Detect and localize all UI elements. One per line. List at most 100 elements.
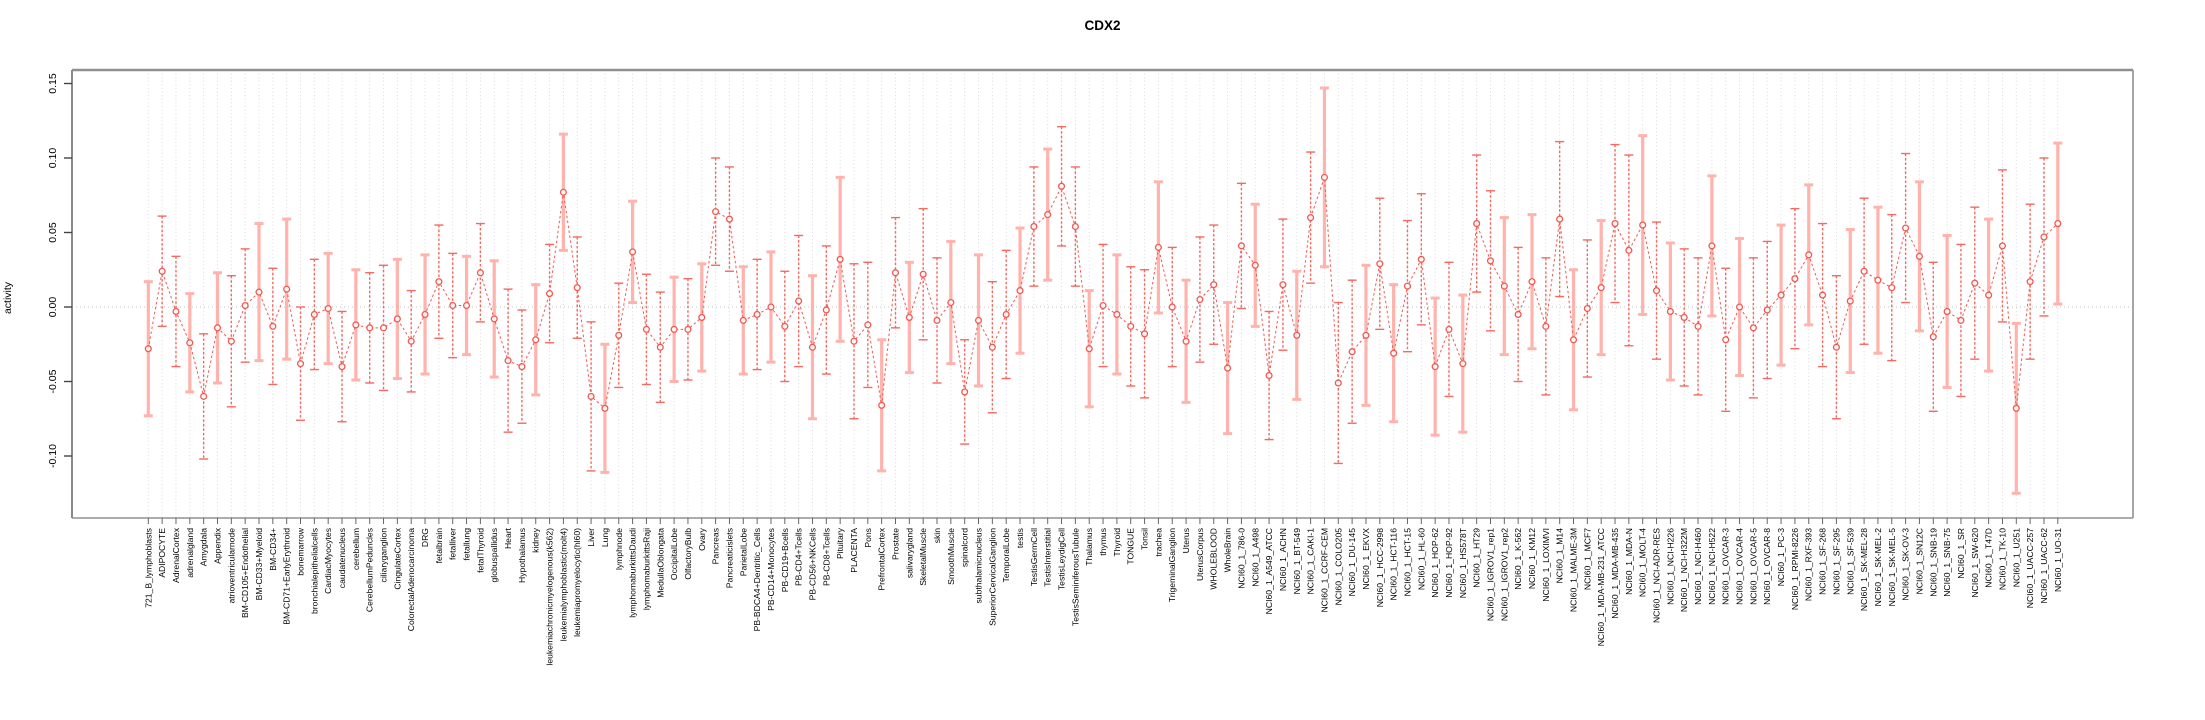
data-point [1694,322,1702,330]
x-tick-label: NCI60_1_SW-620 [1970,528,1980,598]
y-tick-label: 0.05 [47,222,59,243]
x-tick-label: NCI60_1_ACHN [1278,528,1288,591]
data-point [850,337,858,345]
data-point [1556,215,1564,223]
x-tick-label: Hypothalamus [517,528,527,583]
y-axis-title-text: activity [2,281,14,315]
data-point [352,321,360,329]
x-tick-label: NCI60_1_RXF-393 [1804,528,1814,601]
data-point [919,270,927,278]
x-tick-label: PLACENTA [849,528,859,573]
x-tick-label: NCI60_1_HT29 [1472,528,1482,588]
data-point [1763,306,1771,314]
x-tick-label: NCI60_1_LOXIMVI [1541,528,1551,602]
x-tick-label: NCI60_1_HCC-2998 [1375,528,1385,608]
data-point [1251,261,1259,269]
data-point [1210,281,1218,289]
data-point [1708,242,1716,250]
data-point [767,303,775,311]
data-point [836,255,844,263]
x-tick-label: ciliaryganglion [379,528,389,583]
data-point [1929,333,1937,341]
x-tick-label: NCI60_1_PC-3 [1776,528,1786,586]
data-point [2054,220,2062,228]
data-point [947,298,955,307]
x-tick-label: TestisInterstitial [1043,528,1053,587]
data-point [698,313,706,321]
x-tick-label: Prostate [890,528,900,560]
data-point [338,363,346,371]
x-tick-label: SkeletalMuscle [918,528,928,586]
data-point [1376,260,1384,268]
data-point [1819,291,1827,299]
x-tick-label: fetalbrain [434,528,444,564]
data-point [1846,297,1854,305]
data-point [1777,291,1785,299]
x-tick-label: BM-CD34+ [268,528,278,571]
x-tick-label: TemporalLobe [1001,528,1011,583]
x-tick-label: PB-CD19+Bcells [780,528,790,592]
data-point [573,284,581,292]
data-point [1915,252,1923,260]
data-point [2040,233,2048,241]
data-point [808,343,817,351]
x-tick-label: ADIPOCYTE [157,528,167,578]
x-tick-label: NCI60_1_SK-MEL-5 [1887,528,1897,607]
data-point [1611,220,1619,228]
data-point [1071,222,1079,231]
data-point [878,401,886,409]
data-point [1362,331,1370,339]
x-tick-label: NCI60_1_IGROV1_rep2 [1499,528,1509,621]
chart-title: CDX2 [1084,18,1121,33]
data-point [1902,224,1910,232]
data-point [1320,173,1328,181]
x-tick-label: Appendix [212,527,222,564]
x-tick-label: NCI60_1_HCT-116 [1389,528,1399,601]
data-point [1652,287,1661,295]
x-tick-label: Pituitary [835,527,845,559]
data-point [1583,304,1591,313]
data-point [656,343,664,351]
x-tick-label: leukemiachronicmyelogenous(k562) [545,528,555,666]
x-tick-label: PB-CD56+NKCells [807,528,817,600]
x-tick-label: NCI60_1_MDA-MB-435 [1610,528,1620,619]
x-tick-label: skin [932,528,942,544]
x-tick-label: NCI60_1_SNB-19 [1928,528,1938,597]
data-point [1597,284,1605,292]
x-tick-label: lymphnode [614,528,624,570]
x-tick-label: NCI60_1_SK-OV-3 [1901,528,1911,601]
data-point [961,388,969,396]
x-tick-label: NCI60_1_UACC-62 [2039,528,2049,604]
data-point [435,278,443,286]
data-point [1542,322,1550,330]
x-tick-label: TrigeminalGanglion [1167,528,1177,602]
data-point [1044,211,1052,219]
x-tick-label: BM-CD105+Endothelial [240,528,250,618]
y-tick-label: -0.10 [47,444,59,468]
x-tick-label: CerebellumPeduncles [365,528,375,612]
data-point [1293,331,1301,339]
x-tick-label: leukemialymphoblastic(molt4) [558,528,568,641]
x-tick-label: NCI60_1_SR [1956,528,1966,579]
data-point [1016,287,1024,295]
data-point [366,324,374,332]
data-point [1445,325,1453,333]
data-point [1224,364,1232,372]
data-point [1500,282,1508,290]
x-tick-label: leukemiapromyelocytic(hl60) [572,528,582,637]
x-tick-label: NCI60_1_A498 [1250,528,1260,587]
x-tick-label: bronchialepithelialcells [309,528,319,614]
x-tick-label: NCI60_1_SF-539 [1845,528,1855,595]
x-tick-label: NCI60_1_OVCAR-8 [1762,528,1772,605]
x-tick-label: NCI60_1_UACC-257 [2025,528,2035,608]
x-tick-label: CingulateCortex [392,527,402,589]
x-tick-label: NCI60_1_MALME-3M [1569,528,1579,612]
x-tick-label: testis [1015,528,1025,548]
data-point [296,360,305,368]
x-tick-label: ParietalLobe [738,528,748,576]
x-tick-label: NCI60_1_NCI-H322M [1679,528,1689,612]
x-tick-label: Amygdala [199,528,209,566]
data-point [615,331,623,339]
